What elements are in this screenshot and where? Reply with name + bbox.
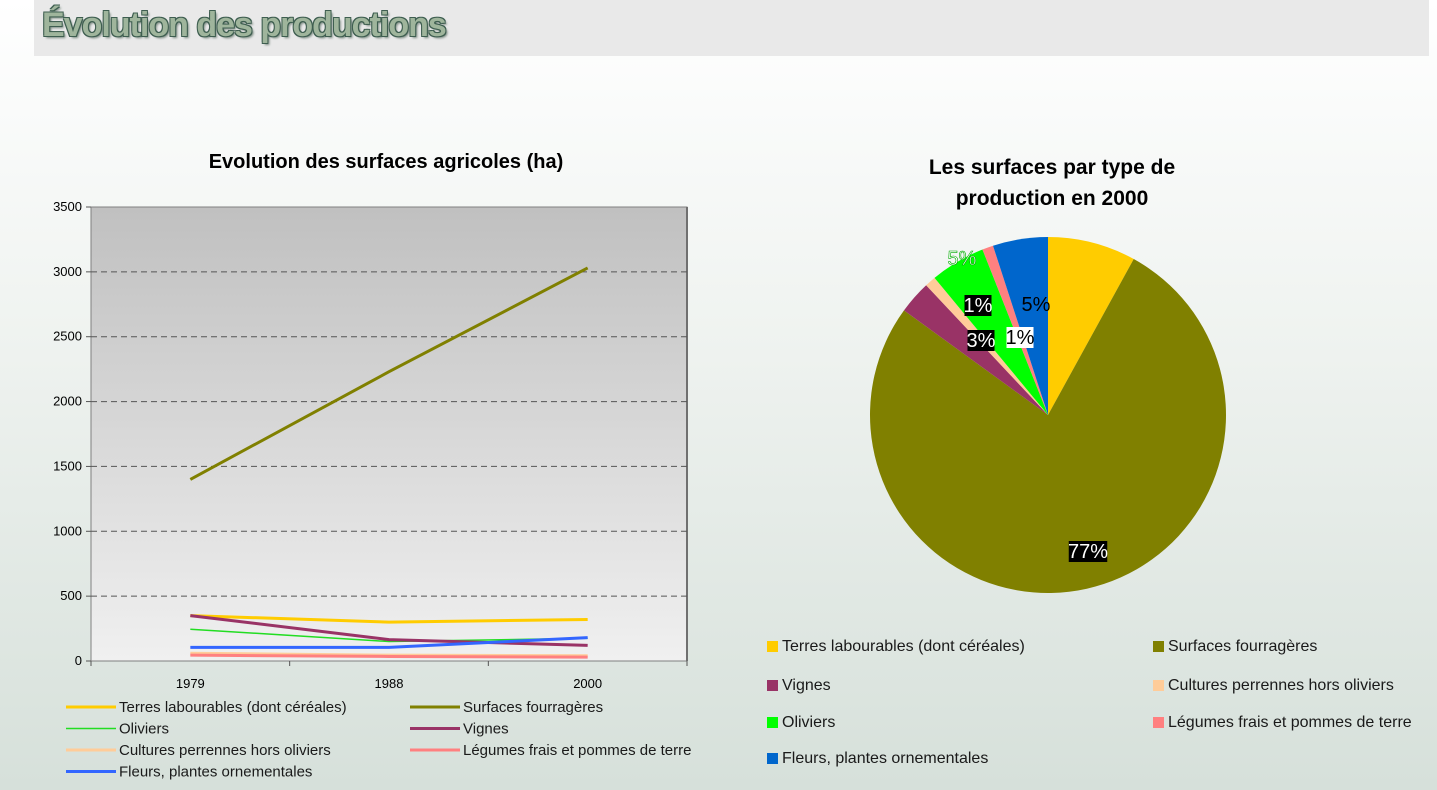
pie-slice	[870, 259, 1226, 594]
pie-label: 77%	[1068, 541, 1108, 563]
pie-slice	[926, 277, 1048, 415]
legend-swatch	[767, 717, 778, 728]
legend-label: Légumes frais et pommes de terre	[1168, 714, 1412, 731]
pie-slice	[992, 237, 1048, 415]
legend-swatch	[767, 641, 778, 652]
legend-label: Surfaces fourragères	[463, 699, 603, 716]
pie-label: 1%	[1006, 327, 1035, 349]
series-line	[189, 266, 589, 481]
y-tick-label: 2500	[53, 329, 82, 344]
pie-label: 5%	[948, 248, 977, 270]
pie-label: 1%	[964, 295, 993, 317]
legend-label: Oliviers	[782, 714, 835, 731]
y-tick-label: 3000	[53, 264, 82, 279]
line-chart-title: Evolution des surfaces agricoles (ha)	[209, 151, 564, 173]
x-tick-label: 1988	[375, 676, 404, 691]
line-chart: Evolution des surfaces agricoles (ha) 0 5…	[53, 151, 691, 781]
pie-label-bg	[1006, 327, 1034, 348]
pie-chart-title-line2: production en 2000	[956, 187, 1149, 210]
pie-slice	[982, 245, 1048, 415]
pie-label-bg	[1068, 541, 1108, 562]
header-bar	[34, 0, 1429, 56]
legend-label: Cultures perrennes hors oliviers	[119, 742, 331, 759]
y-tick-label: 2000	[53, 394, 82, 409]
pie-label-bg	[964, 295, 992, 316]
series-line	[190, 653, 588, 659]
legend-swatch	[767, 680, 778, 691]
legend-label: Terres labourables (dont céréales)	[782, 638, 1025, 655]
y-tick-label: 1000	[53, 523, 82, 538]
x-tick-label: 1979	[176, 676, 205, 691]
legend-label: Fleurs, plantes ornementales	[782, 750, 988, 767]
legend-label: Vignes	[782, 677, 831, 694]
legend-label: Oliviers	[119, 721, 169, 738]
y-tick-label: 500	[60, 588, 82, 603]
legend-swatch	[1153, 717, 1164, 728]
legend-swatch	[767, 753, 778, 764]
plot-area	[90, 206, 688, 662]
legend-swatch	[1153, 680, 1164, 691]
legend-label: Vignes	[463, 721, 509, 738]
pie-label-bg	[967, 330, 995, 351]
y-tick-label: 1500	[53, 458, 82, 473]
series-line	[190, 636, 588, 649]
pie-chart-title: Les surfaces par type de	[929, 156, 1175, 179]
legend-label: Fleurs, plantes ornementales	[119, 764, 312, 781]
legend-swatch	[1153, 641, 1164, 652]
y-tick-label: 0	[75, 653, 82, 668]
x-tick-label: 2000	[573, 676, 602, 691]
pie-slice	[934, 249, 1048, 415]
pie-label: 5%	[1022, 294, 1051, 316]
series-line	[190, 614, 588, 647]
pie-slice	[1048, 237, 1134, 415]
legend-label: Surfaces fourragères	[1168, 638, 1317, 655]
series-line	[190, 628, 588, 643]
y-tick-label: 3500	[53, 199, 82, 214]
legend-label: Légumes frais et pommes de terre	[463, 742, 691, 759]
series-line	[190, 614, 588, 624]
legend-label: Cultures perrennes hors oliviers	[1168, 677, 1394, 694]
pie-label: 3%	[967, 330, 996, 352]
page-title: Évolution des productions	[42, 6, 447, 44]
pie-slice	[903, 285, 1048, 415]
legend-label: Terres labourables (dont céréales)	[119, 699, 347, 716]
